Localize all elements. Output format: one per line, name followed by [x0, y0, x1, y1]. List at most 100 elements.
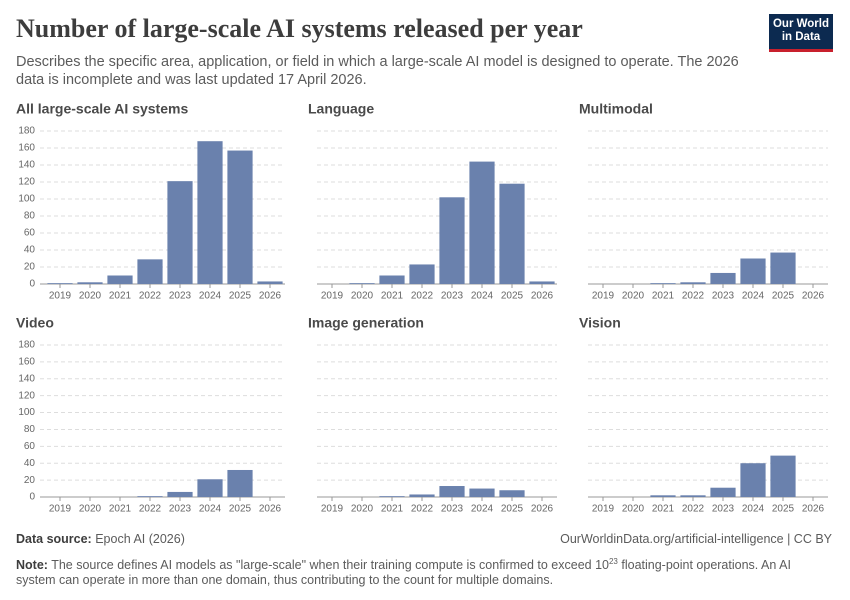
y-tick-label: 80	[24, 424, 36, 435]
bar	[740, 463, 766, 497]
x-tick-label: 2025	[229, 504, 252, 515]
logo-line: in Data	[781, 31, 821, 43]
x-tick-label: 2020	[622, 504, 645, 515]
x-tick-label: 2022	[139, 504, 162, 515]
bar	[409, 494, 435, 497]
x-tick-label: 2025	[229, 291, 252, 302]
url[interactable]: OurWorldinData.org/artificial-intelligen…	[560, 532, 832, 546]
x-tick-label: 2020	[79, 291, 102, 302]
x-tick-label: 2024	[199, 291, 222, 302]
x-tick-label: 2024	[742, 504, 765, 515]
x-tick-label: 2020	[351, 504, 374, 515]
y-tick-label: 40	[24, 245, 36, 256]
bar	[379, 496, 405, 497]
logo-line: Our World	[772, 18, 829, 30]
y-tick-label: 20	[24, 475, 36, 486]
x-tick-label: 2019	[321, 504, 344, 515]
x-tick-label: 2020	[622, 291, 645, 302]
y-tick-label: 180	[18, 340, 35, 351]
bar	[409, 264, 435, 284]
y-tick-label: 100	[18, 407, 35, 418]
bar	[740, 258, 766, 284]
x-tick-label: 2025	[772, 291, 795, 302]
bar	[499, 183, 525, 284]
x-tick-label: 2021	[109, 291, 132, 302]
x-tick-label: 2025	[772, 504, 795, 515]
x-tick-label: 2023	[169, 504, 192, 515]
bar	[257, 281, 283, 284]
x-tick-label: 2019	[49, 504, 72, 515]
chart-title: Image generation	[308, 315, 424, 331]
x-tick-label: 2026	[259, 504, 282, 515]
bar	[680, 282, 706, 284]
x-tick-label: 2025	[501, 504, 524, 515]
bar	[379, 275, 405, 284]
bar	[710, 487, 736, 497]
x-tick-label: 2021	[652, 504, 675, 515]
y-tick-label: 180	[18, 126, 35, 137]
x-tick-label: 2022	[411, 291, 434, 302]
y-tick-label: 160	[18, 357, 35, 368]
x-tick-label: 2026	[531, 504, 554, 515]
title: Number of large-scale AI systems release…	[16, 14, 583, 43]
source-label: Data source:	[16, 532, 92, 546]
x-tick-label: 2026	[531, 291, 554, 302]
y-tick-label: 60	[24, 228, 36, 239]
y-tick-label: 20	[24, 262, 36, 273]
x-tick-label: 2021	[381, 291, 404, 302]
note-sup: 23	[608, 557, 618, 566]
chart-title: All large-scale AI systems	[16, 101, 188, 117]
x-tick-label: 2023	[169, 291, 192, 302]
bar	[439, 486, 465, 497]
x-tick-label: 2024	[471, 291, 494, 302]
x-tick-label: 2021	[109, 504, 132, 515]
x-tick-label: 2026	[802, 504, 825, 515]
x-tick-label: 2023	[712, 504, 735, 515]
bar	[650, 495, 676, 497]
chart-title: Multimodal	[579, 101, 653, 117]
y-tick-label: 140	[18, 160, 35, 171]
note-label: Note:	[16, 558, 48, 573]
chart-title: Vision	[579, 315, 621, 331]
x-tick-label: 2019	[49, 291, 72, 302]
note: Note: The source defines AI models as "l…	[16, 554, 826, 588]
bar	[650, 283, 676, 284]
bar	[107, 275, 133, 284]
logo[interactable]: Our World in Data	[769, 14, 833, 52]
bar	[770, 455, 796, 497]
source: Data source: Epoch AI (2026)	[16, 532, 185, 546]
x-tick-label: 2022	[411, 504, 434, 515]
bar	[529, 281, 555, 284]
y-tick-label: 80	[24, 211, 36, 222]
x-tick-label: 2019	[321, 291, 344, 302]
x-tick-label: 2022	[139, 291, 162, 302]
bar	[77, 282, 103, 284]
x-tick-label: 2023	[712, 291, 735, 302]
bar	[47, 283, 73, 284]
y-tick-label: 100	[18, 194, 35, 205]
x-tick-label: 2024	[742, 291, 765, 302]
chart-title: Language	[308, 101, 374, 117]
x-tick-label: 2023	[441, 504, 464, 515]
x-tick-label: 2020	[351, 291, 374, 302]
x-tick-label: 2019	[592, 504, 615, 515]
note-text: floating-point operations. An AI system …	[16, 558, 791, 588]
bar	[349, 283, 375, 284]
y-tick-label: 0	[29, 492, 35, 503]
bar	[469, 161, 495, 284]
y-tick-label: 40	[24, 458, 36, 469]
y-tick-label: 0	[29, 279, 35, 290]
bar	[137, 496, 163, 497]
bar	[770, 252, 796, 284]
y-tick-label: 120	[18, 390, 35, 401]
bar	[197, 141, 223, 284]
x-tick-label: 2020	[79, 504, 102, 515]
bar	[469, 488, 495, 497]
x-tick-label: 2022	[682, 504, 705, 515]
bar	[710, 272, 736, 284]
x-tick-label: 2021	[381, 504, 404, 515]
x-tick-label: 2026	[802, 291, 825, 302]
bar	[499, 490, 525, 497]
